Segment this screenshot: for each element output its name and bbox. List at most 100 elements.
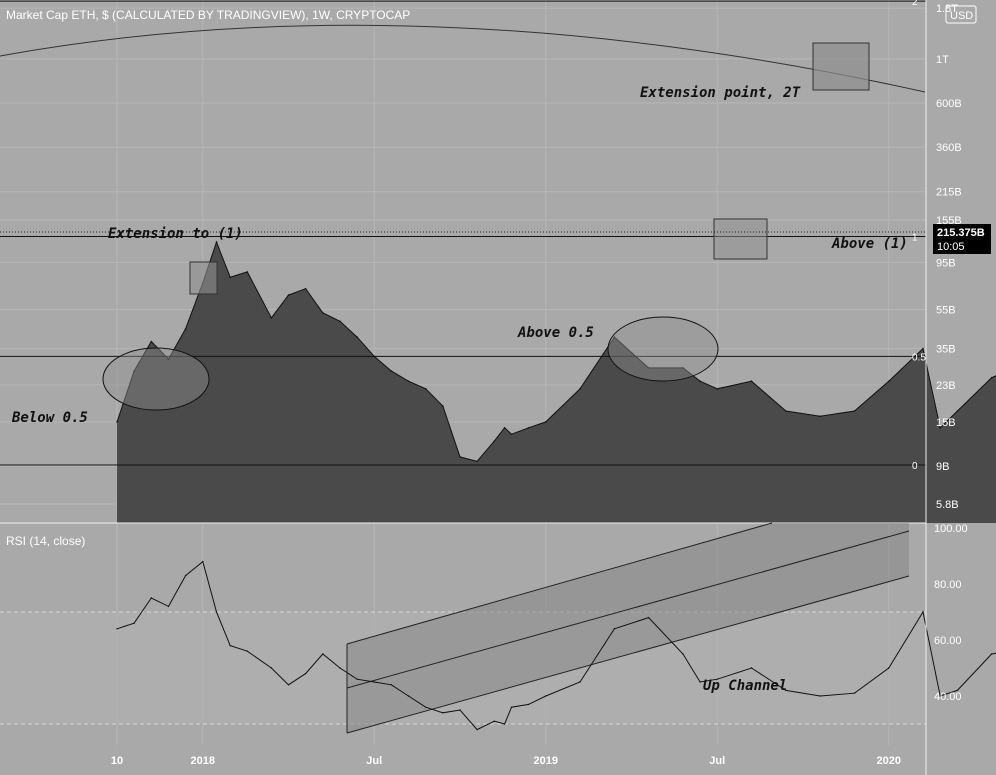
rsi-point — [579, 681, 581, 683]
price-point — [133, 370, 135, 372]
price-point — [785, 410, 787, 412]
rsi-point — [990, 653, 993, 655]
price-tick-5: 360B — [936, 142, 962, 154]
rsi-point — [819, 695, 821, 697]
price-point — [527, 427, 530, 429]
price-tick-10: 35B — [936, 344, 956, 356]
rsi-tick-0: 100.00 — [934, 523, 968, 535]
price-point — [922, 347, 924, 350]
rsi-point — [229, 644, 231, 647]
price-point — [322, 312, 324, 314]
rsi-title: RSI (14, close) — [6, 534, 85, 548]
price-point — [339, 320, 341, 323]
rsi-point — [888, 667, 890, 669]
rsi-point — [184, 574, 187, 577]
price-point — [990, 376, 993, 379]
rsi-point — [390, 684, 393, 686]
price-tick-3: 1T — [936, 54, 949, 66]
rsi-point — [215, 611, 218, 613]
price-point — [167, 358, 170, 360]
rsi-point — [750, 667, 753, 669]
price-point — [503, 427, 506, 429]
rsi-point — [785, 689, 787, 692]
rsi-point — [202, 560, 204, 563]
up-channel-mid — [346, 530, 910, 689]
price-point — [390, 370, 393, 372]
rsi-point — [510, 706, 513, 708]
price-area-fill — [117, 242, 996, 523]
currency-button-box[interactable] — [945, 5, 977, 24]
price-tick-6: 215B — [936, 187, 962, 199]
price-point — [476, 460, 478, 463]
rsi-panel[interactable] — [116, 550, 996, 731]
fib-label-3: 0 — [912, 461, 918, 472]
up-channel-top — [346, 522, 773, 645]
rsi-point — [922, 611, 924, 613]
rsi-point — [287, 684, 290, 686]
price-point — [699, 380, 701, 383]
price-point — [184, 328, 187, 330]
rsi-point — [527, 703, 530, 706]
rsi-point — [493, 720, 495, 722]
price-point — [229, 276, 231, 279]
annotation-extension-2t: Extension point, 2T — [640, 85, 801, 101]
rsi-point — [425, 706, 427, 708]
price-point — [407, 380, 410, 383]
rsi-point — [304, 672, 307, 675]
rsi-axis[interactable]: 100.00 80.00 60.00 40.00 — [934, 523, 968, 703]
peak-2021-box — [713, 218, 768, 260]
rsi-point — [356, 678, 358, 680]
price-tick-14: 5.8B — [936, 499, 959, 511]
rsi-point — [716, 678, 718, 680]
rsi-point — [442, 712, 444, 714]
price-tick-13: 9B — [936, 461, 949, 473]
price-panel[interactable] — [116, 185, 996, 523]
long-term-arc — [0, 24, 926, 93]
annotation-above-1: Above (1) — [831, 236, 908, 252]
price-point — [647, 367, 650, 369]
rsi-point — [167, 605, 170, 608]
currency-button[interactable]: USD — [950, 10, 973, 22]
price-point — [215, 241, 218, 243]
above-05-ellipse — [607, 316, 719, 382]
price-point — [246, 271, 249, 273]
annotation-extension-1: Extension to (1) — [108, 226, 243, 242]
price-point — [356, 336, 358, 338]
time-tick-1: 2018 — [191, 755, 215, 767]
price-tick-11: 23B — [936, 380, 956, 392]
price-point — [304, 287, 307, 290]
time-axis[interactable]: 102018Jul2019Jul2020Jul2021Jul2022 — [111, 755, 996, 767]
below-05-ellipse — [102, 347, 210, 411]
time-tick-4: Jul — [709, 755, 725, 767]
rsi-point — [545, 695, 547, 697]
fib-label-0: 2 — [912, 0, 918, 8]
rsi-point — [373, 681, 375, 683]
rsi-point — [956, 689, 959, 692]
extension-2t-box — [812, 42, 870, 91]
price-tick-4: 600B — [936, 98, 962, 110]
rsi-point — [133, 622, 135, 624]
price-tag-value: 215.375B — [937, 227, 985, 239]
rsi-point — [939, 695, 941, 697]
fib-levels: 210.50 — [0, 0, 926, 472]
price-tag-countdown: 10:05 — [937, 241, 965, 253]
price-point — [270, 317, 273, 319]
rsi-tick-1: 80.00 — [934, 579, 962, 591]
peak-2018-box — [189, 261, 218, 295]
rsi-point — [503, 723, 506, 725]
price-point — [459, 456, 461, 458]
price-point — [613, 336, 616, 338]
rsi-point — [150, 597, 152, 599]
up-channel-fill — [347, 523, 909, 733]
time-tick-3: 2019 — [534, 755, 558, 767]
rsi-point — [647, 616, 650, 619]
price-tag — [933, 224, 991, 254]
price-point — [116, 421, 118, 423]
price-point — [750, 380, 753, 383]
rsi-point — [699, 681, 701, 683]
rsi-point — [270, 667, 273, 669]
fib-label-2: 0.5 — [912, 352, 926, 363]
chart-title: Market Cap ETH, $ (CALCULATED BY TRADING… — [6, 8, 410, 22]
price-point — [819, 415, 821, 418]
